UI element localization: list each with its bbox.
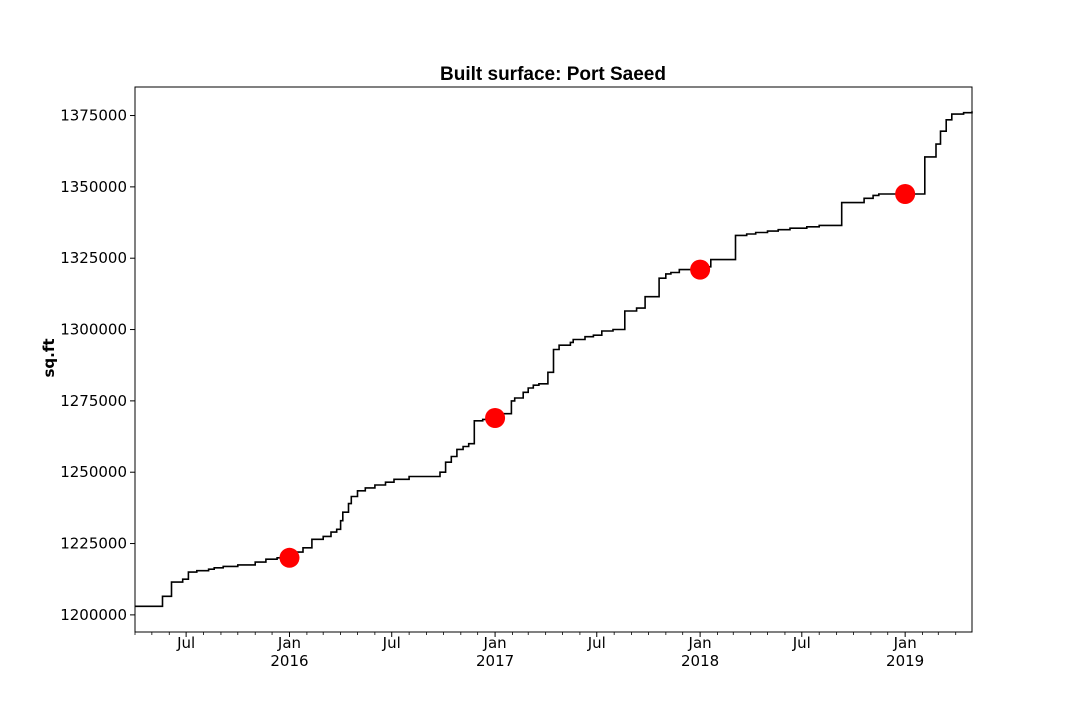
y-tick-label: 1250000: [60, 463, 127, 481]
built-surface-line: [135, 111, 973, 608]
y-tick-label: 1375000: [60, 107, 127, 125]
x-tick-label: Jan: [483, 634, 507, 652]
x-tick-label: Jan: [893, 634, 917, 652]
chart-title: Built surface: Port Saeed: [440, 64, 666, 85]
y-tick-label: 1275000: [60, 392, 127, 410]
y-tick-label: 1200000: [60, 606, 127, 624]
x-tick-year-label: 2018: [681, 652, 719, 670]
y-tick-label: 1350000: [60, 178, 127, 196]
plot-frame: [134, 86, 973, 633]
y-tick-label: 1225000: [60, 535, 127, 553]
x-tick-label: Jan: [277, 634, 301, 652]
x-tick-year-label: 2016: [270, 652, 308, 670]
series-layer: [135, 111, 973, 608]
x-tick-year-label: 2019: [886, 652, 924, 670]
x-tick-label: Jul: [382, 634, 401, 652]
annual-marker-point: [485, 407, 506, 428]
annual-marker-point: [279, 547, 300, 568]
x-tick-label: Jul: [587, 634, 606, 652]
y-tick-label: 1300000: [60, 321, 127, 339]
x-tick-label: Jul: [176, 634, 195, 652]
y-axis-label: sq.ft: [40, 338, 58, 377]
annual-marker-point: [690, 259, 711, 280]
x-tick-year-label: 2017: [476, 652, 514, 670]
x-tick-label: Jan: [688, 634, 712, 652]
x-tick-label: Jul: [792, 634, 811, 652]
y-ticks: 1200000 1225000 1250000 1275000 1300000 13250…: [60, 107, 135, 624]
annual-marker-point: [895, 184, 916, 205]
y-tick-label: 1325000: [60, 249, 127, 267]
